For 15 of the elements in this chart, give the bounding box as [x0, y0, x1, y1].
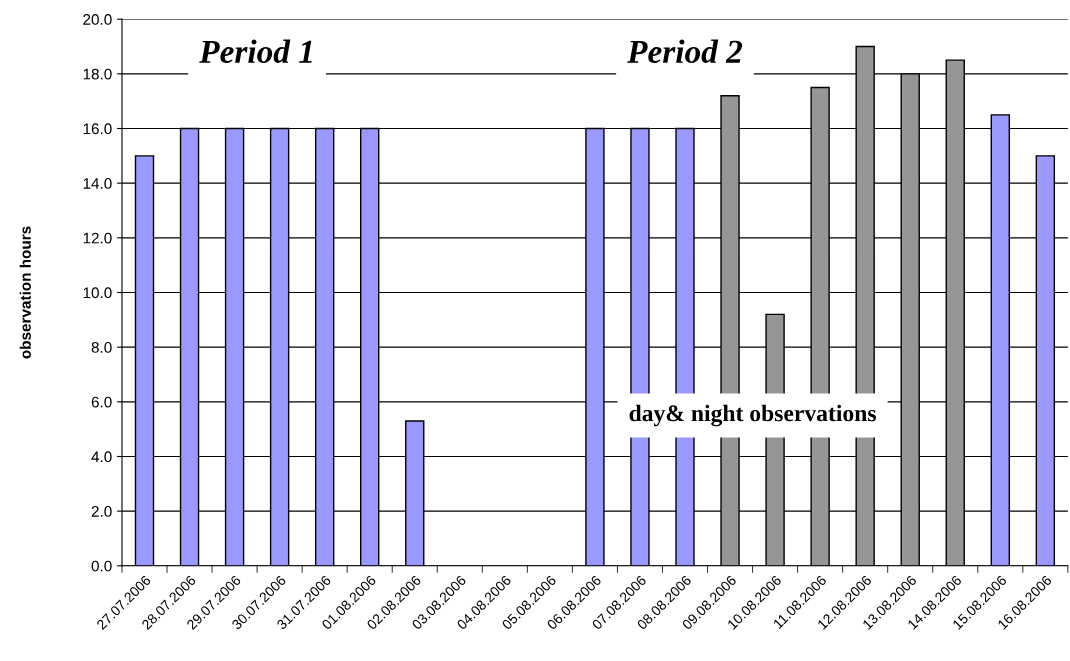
y-tick-label: 6.0 — [91, 396, 112, 408]
annotation: Period 1 — [199, 39, 312, 64]
y-tick-label: 0.0 — [91, 560, 112, 572]
y-tick-label: 8.0 — [91, 342, 112, 353]
y-tick-label: 18.0 — [83, 68, 112, 80]
y-tick-label: 20.0 — [83, 14, 112, 25]
y-tick-label: 4.0 — [91, 451, 112, 463]
annotation: day& night observations — [629, 404, 876, 427]
y-tick-label: 14.0 — [83, 178, 112, 189]
y-tick-label: 16.0 — [83, 123, 112, 135]
y-tick-label: 10.0 — [83, 287, 112, 299]
y-tick-label: 12.0 — [83, 232, 112, 244]
annotation: Period 2 — [627, 39, 743, 64]
y-axis-title: observation hours — [19, 226, 31, 359]
y-tick-label: 2.0 — [91, 506, 112, 517]
